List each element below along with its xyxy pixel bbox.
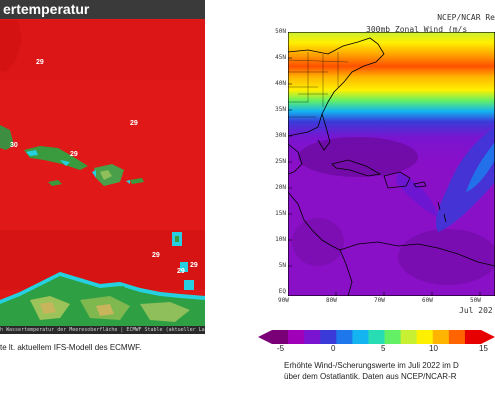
colorbar-segment [352,330,369,344]
sst-map-canvas [0,0,205,334]
lat-label: 30N [275,132,286,139]
lat-label: 40N [275,80,286,87]
colorbar-segment [336,330,353,344]
colorbar-right-tip [481,330,495,344]
lon-label: 60W [422,297,433,304]
wind-map [288,32,495,296]
colorbar-segment [320,330,337,344]
colorbar-segment [368,330,386,344]
lat-label: 25N [275,158,286,165]
lon-label: 50W [470,297,481,304]
sst-value-label: 29 [190,262,198,269]
lon-label: 80W [326,297,337,304]
lat-label: 35N [275,106,286,113]
colorbar-tick: 10 [429,344,438,353]
left-caption: te lt. aktuellem IFS-Modell des ECMWF. [0,343,142,352]
right-caption-line2: über dem Ostatlantik. Daten aus NCEP/NCA… [284,372,457,381]
lon-label: 70W [374,297,385,304]
wind-map-title: NCEP/NCAR Re [437,13,495,22]
colorbar [258,330,495,344]
colorbar-segment [400,330,418,344]
sst-value-label: 29 [36,59,44,66]
right-caption-line1: Erhöhte Wind-/Scherungswerte im Juli 202… [284,361,459,370]
lat-label: 20N [275,184,286,191]
colorbar-segment [272,330,289,344]
lat-label: 5N [278,262,286,269]
colorbar-tick: 15 [479,344,488,353]
lon-label: 90W [278,297,289,304]
sst-value-label: 29 [152,252,160,259]
colorbar-tick: 5 [381,344,386,353]
colorbar-segment [432,330,450,344]
colorbar-segment [416,330,434,344]
sst-value-label: 29 [70,151,78,158]
wind-map-canvas [288,32,495,296]
colorbar-segment [288,330,305,344]
sst-map: ertemperatur 29 30 29 29 29 29 29 h Wass… [0,0,205,334]
wind-map-subtitle: 300mb Zonal Wind (m/s [366,25,468,34]
lat-label: 45N [275,54,286,61]
colorbar-segment [304,330,321,344]
lat-label: EQ [278,288,286,295]
lat-label: 50N [275,28,286,35]
colorbar-tick: -5 [277,344,285,353]
sst-value-label: 30 [10,142,18,149]
colorbar-left-tip [258,330,272,344]
colorbar-segment [464,330,482,344]
lat-label: 15N [275,210,286,217]
colorbar-segment [384,330,402,344]
colorbar-tick: 0 [331,344,336,353]
sst-map-title: ertemperatur [3,1,90,17]
colorbar-segment [448,330,466,344]
sst-value-label: 29 [177,268,185,275]
lat-label: 10N [275,236,286,243]
wind-map-date: Jul 202 [459,306,493,315]
sst-map-footer: h Wassertemperatur der Meeresoberfläche … [0,326,205,334]
sst-value-label: 29 [130,120,138,127]
sst-map-header: ertemperatur [0,0,205,19]
